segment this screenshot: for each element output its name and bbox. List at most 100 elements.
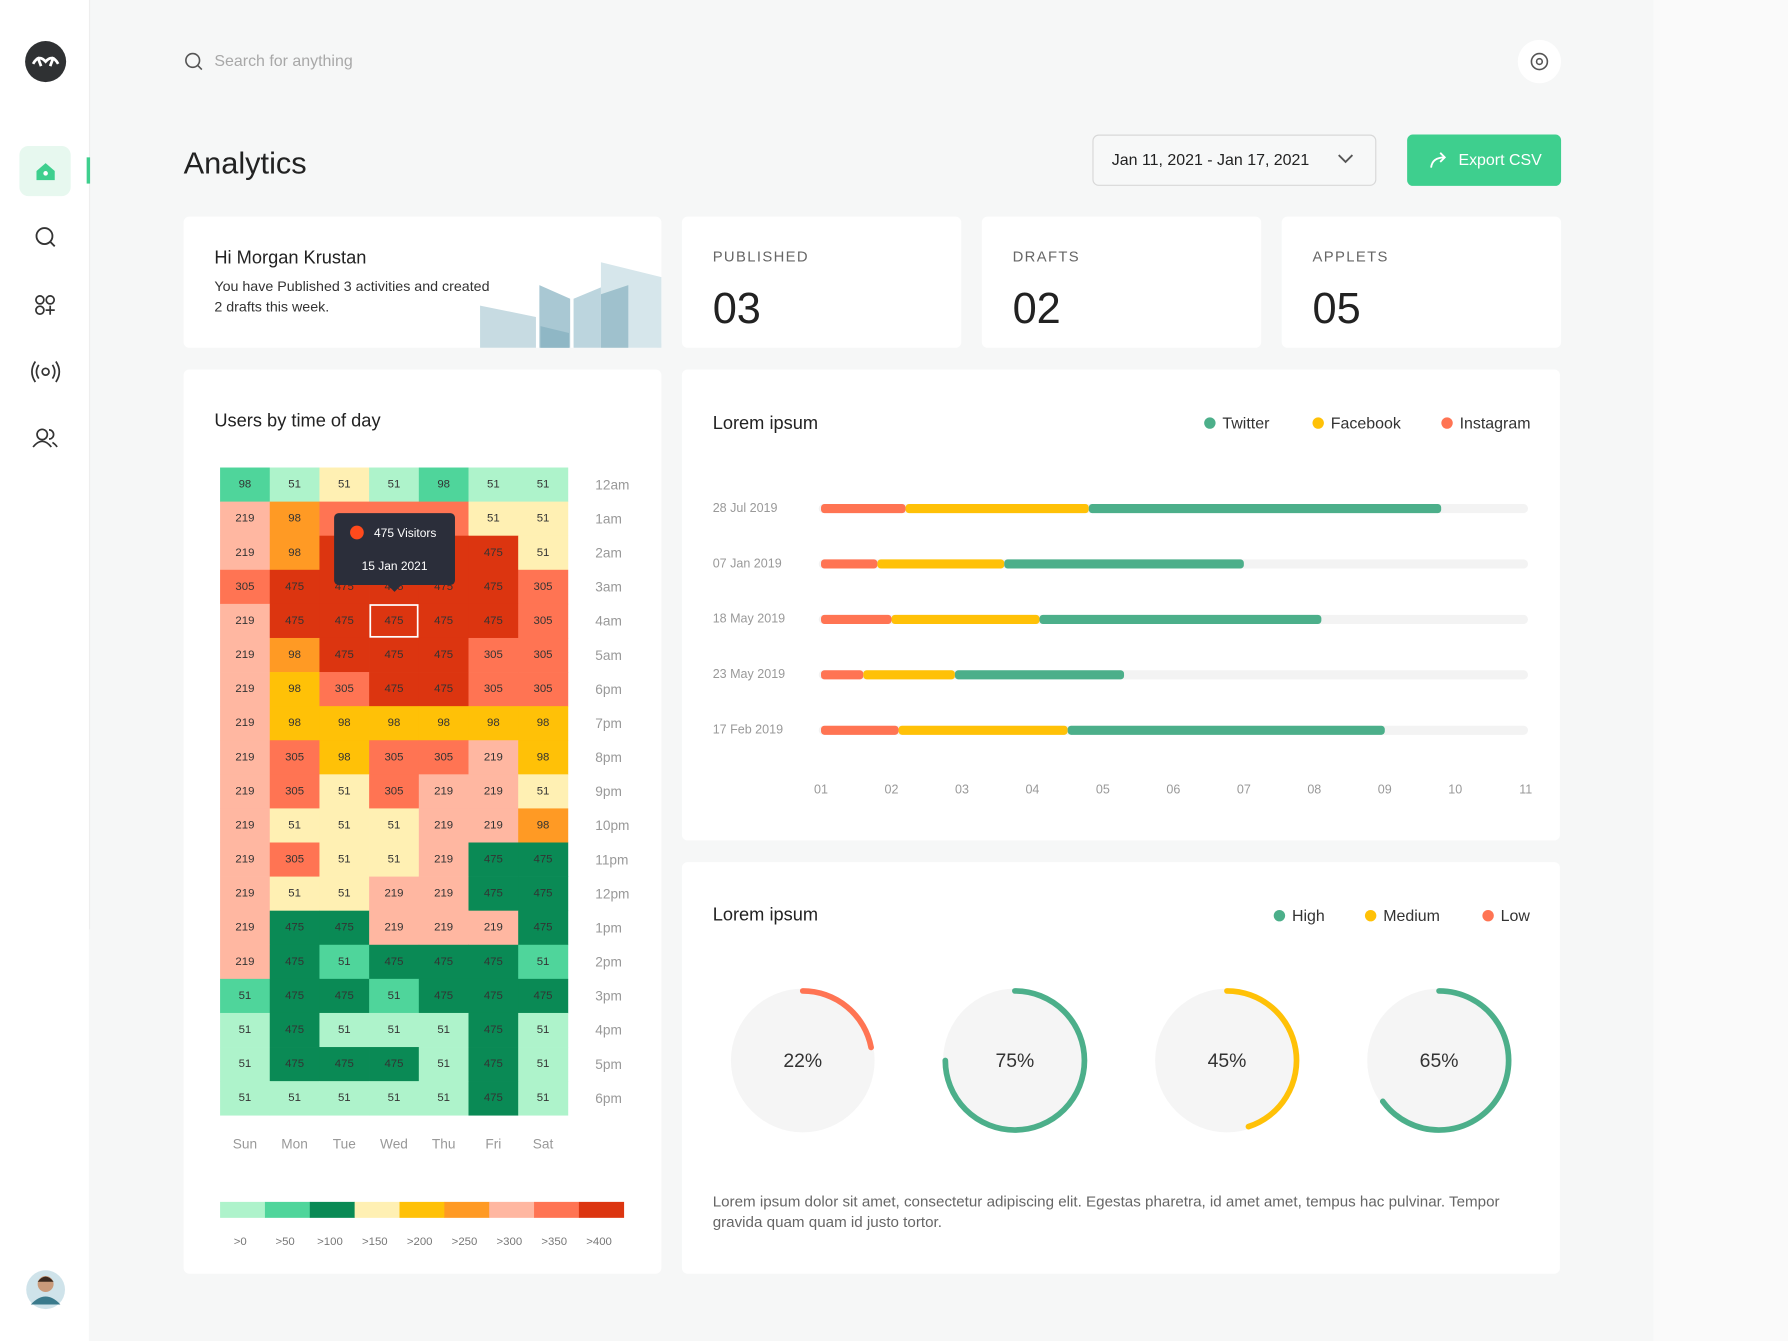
cell-label: 51: [338, 785, 351, 797]
legend-label: >250: [452, 1236, 478, 1248]
cell-label: 305: [384, 785, 403, 797]
cell-label: 305: [534, 683, 553, 695]
heatmap-cell: [269, 603, 320, 639]
cell-label: 219: [235, 956, 254, 968]
heatmap-cell: [518, 637, 569, 673]
row-label: 2pm: [595, 955, 622, 970]
stat-value: 05: [1312, 285, 1360, 333]
nav-search[interactable]: [35, 227, 56, 247]
cell-label: 305: [534, 581, 553, 593]
cell-label: 51: [288, 1092, 301, 1104]
column-label: Fri: [485, 1136, 501, 1151]
date-picker[interactable]: Jan 11, 2021 - Jan 17, 2021: [1092, 134, 1377, 186]
heatmap-cell: [319, 808, 370, 843]
heatmap-cell: [319, 842, 370, 877]
stat-card: [981, 216, 1262, 348]
legend-swatch: [309, 1201, 355, 1218]
bar-segment: [1039, 614, 1322, 624]
cell-label: 98: [388, 717, 401, 729]
category-label: 07 Jan 2019: [713, 556, 782, 570]
bar-segment: [1004, 559, 1244, 569]
heatmap-cell: [418, 1047, 469, 1082]
stat-card: [681, 216, 962, 348]
stat-label: APPLETS: [1312, 250, 1388, 266]
heatmap-cell: [418, 637, 469, 673]
legend-label: >400: [586, 1236, 612, 1248]
row-label: 5am: [595, 648, 622, 663]
export-button[interactable]: Export CSV: [1407, 134, 1562, 186]
cell-label: 475: [534, 888, 553, 900]
cell-label: 475: [335, 581, 354, 593]
cell-label: 51: [537, 479, 550, 491]
bar-segment: [1088, 504, 1442, 514]
nav-apps[interactable]: [35, 295, 56, 316]
bar-segment: [954, 670, 1125, 680]
heatmap-cell: [518, 672, 569, 707]
heatmap-cell: [418, 1081, 469, 1116]
bar-segment: [891, 614, 1040, 624]
nav-users[interactable]: [32, 428, 58, 448]
cell-label: 51: [388, 1092, 401, 1104]
cell-label: 98: [537, 751, 550, 763]
heatmap-cell: [319, 1012, 370, 1048]
date-range: Jan 11, 2021 - Jan 17, 2021: [1112, 152, 1310, 169]
cell-label: 305: [534, 615, 553, 627]
legend-label: >150: [362, 1236, 388, 1248]
bar-segment: [821, 725, 899, 735]
cell-label: 219: [235, 922, 254, 934]
heatmap-cell: [220, 876, 271, 912]
heatmap-cell: [369, 740, 420, 775]
heatmap-cell: [220, 467, 271, 502]
row-label: 4am: [595, 614, 622, 629]
heatmap-cell: [220, 910, 271, 946]
cell-label: 98: [288, 717, 301, 729]
x-tick-label: 05: [1096, 783, 1110, 797]
nav-active-indicator: [86, 157, 91, 184]
heatmap-cell: [418, 978, 469, 1014]
cell-label: 51: [338, 1092, 351, 1104]
column-label: Thu: [432, 1136, 456, 1151]
bar-segment: [898, 725, 1068, 735]
logo[interactable]: [25, 41, 67, 83]
user-avatar[interactable]: [26, 1270, 65, 1310]
cell-label: 219: [235, 717, 254, 729]
cell-label: 475: [484, 956, 503, 968]
column-label: Sat: [533, 1136, 554, 1151]
legend-swatch: [534, 1201, 580, 1218]
cell-label: 51: [537, 785, 550, 797]
heatmap-cell: [418, 774, 469, 809]
card-title: Lorem ipsum: [713, 412, 818, 433]
row-label: 9pm: [595, 784, 622, 799]
heatmap-cell: [369, 1081, 420, 1116]
legend-label: Medium: [1383, 908, 1440, 925]
heatmap-cell: [468, 774, 519, 809]
category-label: 18 May 2019: [713, 612, 785, 626]
cell-label: 51: [338, 888, 351, 900]
cell-label: 475: [335, 1058, 354, 1070]
heatmap-cell: [468, 1081, 519, 1116]
heatmap-cell: [418, 842, 469, 877]
heatmap-cell: [269, 842, 320, 877]
cell-label: 219: [235, 751, 254, 763]
row-label: 12pm: [595, 886, 629, 901]
cell-label: 475: [484, 1024, 503, 1036]
heatmap-cell: [269, 535, 320, 571]
heatmap-cell: [518, 842, 569, 877]
cell-label: 475: [285, 1024, 304, 1036]
nav-home[interactable]: [19, 145, 71, 197]
legend-label: Twitter: [1222, 415, 1270, 432]
x-tick-label: 07: [1237, 783, 1251, 797]
nav-broadcast[interactable]: [31, 361, 61, 383]
greeting-card: Hi Morgan Krustan You have Published 3 a…: [183, 216, 662, 348]
cell-label: 475: [434, 581, 453, 593]
cell-label: 98: [239, 479, 252, 491]
settings-button[interactable]: [1517, 39, 1562, 84]
heatmap-cell: [269, 672, 320, 707]
category-label: 28 Jul 2019: [713, 501, 778, 515]
cell-label: 475: [285, 615, 304, 627]
search-input[interactable]: Search for anything: [214, 53, 352, 70]
heatmap-cell: [269, 808, 320, 843]
cell-label: 475: [384, 956, 403, 968]
cell-label: 98: [288, 547, 301, 559]
heatmap-cell: [468, 808, 519, 843]
